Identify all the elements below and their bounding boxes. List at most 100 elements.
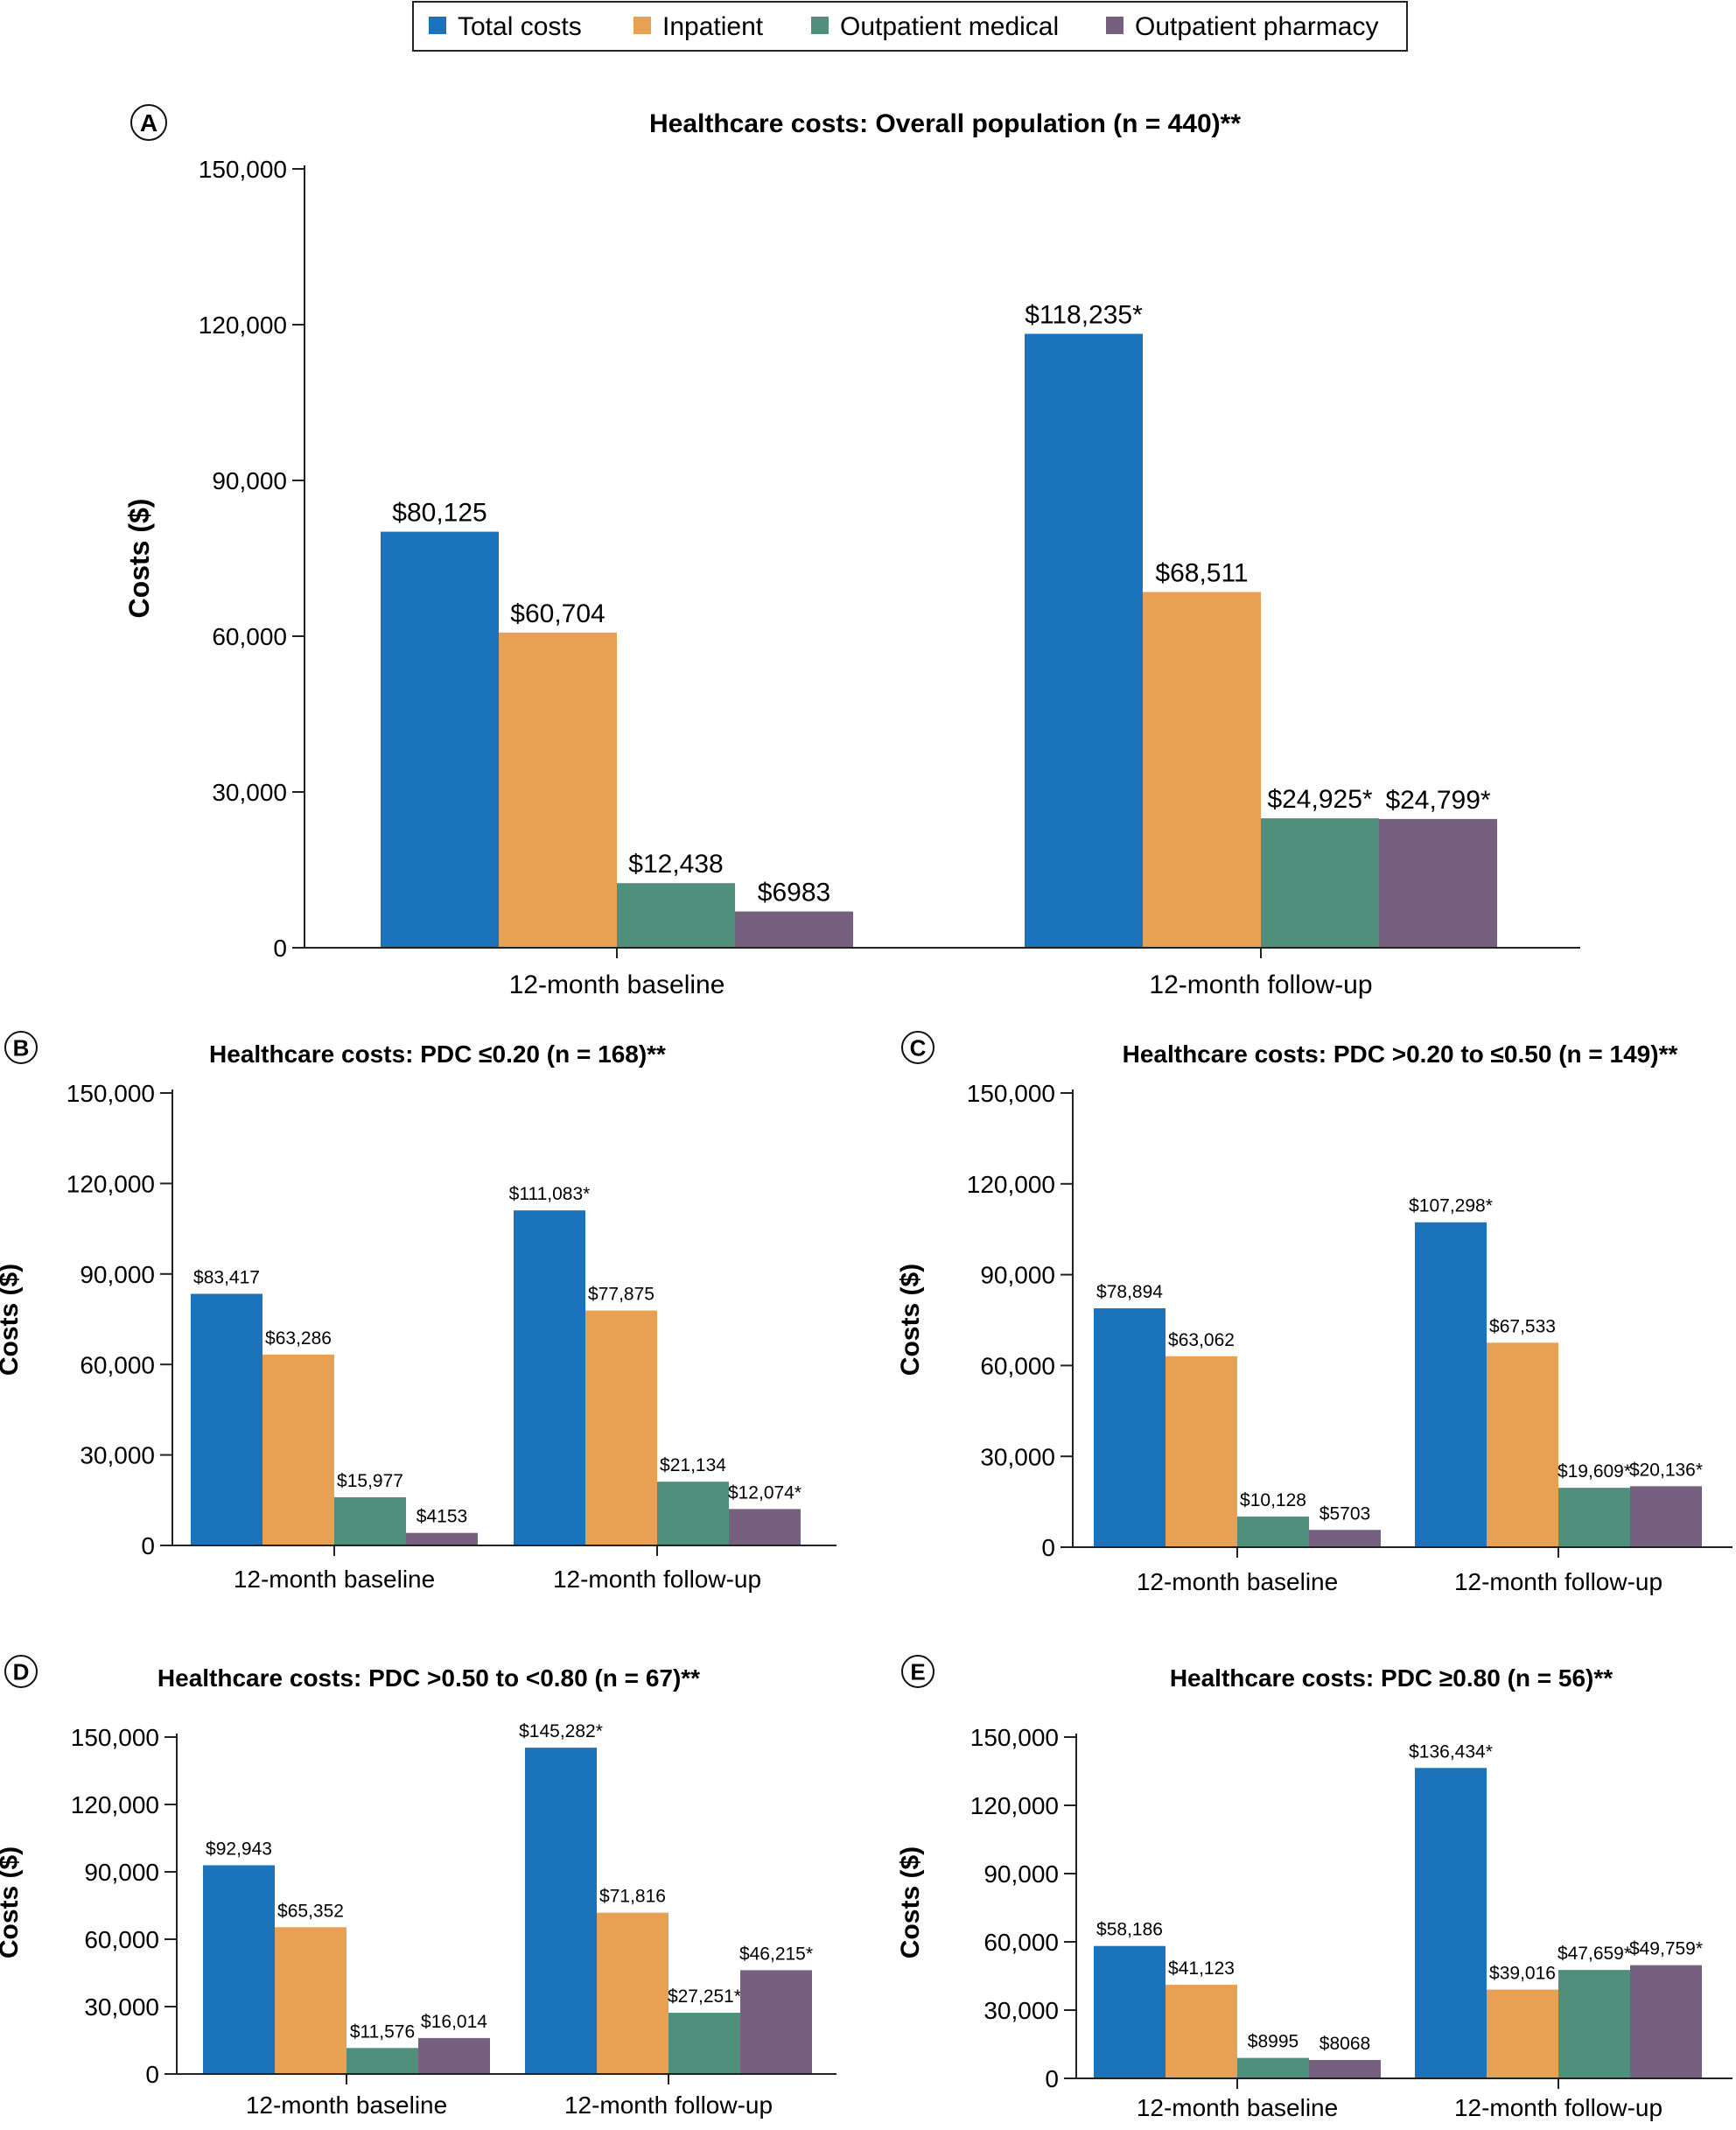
bar-outpatient-medical (1558, 1970, 1630, 2078)
data-label-inpatient: $71,816 (599, 1887, 666, 1907)
bar-inpatient (499, 632, 617, 948)
y-tick-label: 120,000 (967, 1171, 1055, 1198)
panel-b: B Healthcare costs: PDC ≤0.20 (n = 168)**… (0, 1031, 836, 1593)
x-category-label: 12-month baseline (246, 2091, 447, 2119)
data-label-inpatient: $60,704 (510, 599, 605, 628)
bar-outpatient-pharmacy (1379, 818, 1497, 948)
y-tick-label: 0 (141, 1532, 155, 1559)
x-category-label: 12-month follow-up (1454, 1568, 1662, 1595)
y-axis-label: Costs ($) (896, 1846, 925, 1958)
bar-outpatient-pharmacy (1630, 1486, 1702, 1547)
y-tick-label: 90,000 (84, 1859, 159, 1886)
data-label-inpatient: $77,875 (588, 1285, 654, 1305)
legend-swatch-outpatient-pharmacy (1106, 17, 1124, 34)
bar-total-costs (1415, 1222, 1487, 1547)
y-tick-label: 30,000 (980, 1443, 1055, 1470)
y-tick-label: 90,000 (80, 1261, 155, 1288)
y-tick-label: 60,000 (80, 1351, 155, 1378)
bar-inpatient (597, 1912, 668, 2074)
data-label-total-costs: $58,186 (1096, 1920, 1163, 1940)
data-label-outpatient-pharmacy: $6983 (758, 879, 830, 907)
data-label-total-costs: $136,434* (1409, 1741, 1493, 1762)
y-tick-label: 150,000 (967, 1080, 1055, 1107)
data-label-outpatient-pharmacy: $16,014 (421, 2012, 487, 2032)
data-label-total-costs: $107,298* (1409, 1196, 1493, 1216)
bar-inpatient (262, 1354, 334, 1545)
y-tick-label: 60,000 (980, 1352, 1055, 1379)
bar-inpatient (1143, 592, 1261, 948)
bar-outpatient-medical (1261, 818, 1379, 948)
bar-inpatient (1166, 1985, 1237, 2078)
bar-outpatient-pharmacy (1630, 1965, 1702, 2078)
chart-title: Healthcare costs: PDC >0.50 to <0.80 (n … (158, 1664, 700, 1692)
data-label-outpatient-medical: $11,576 (350, 2021, 415, 2042)
panel-a: A Healthcare costs: Overall population (n… (123, 104, 1580, 999)
data-label-inpatient: $65,352 (277, 1901, 344, 1921)
bar-total-costs (191, 1293, 262, 1545)
data-label-outpatient-medical: $12,438 (628, 850, 723, 879)
legend-label-total-costs: Total costs (458, 12, 582, 41)
panel-letter: C (910, 1034, 927, 1061)
chart-title: Healthcare costs: PDC >0.20 to ≤0.50 (n … (1123, 1040, 1678, 1068)
y-tick-label: 120,000 (199, 312, 287, 339)
data-label-outpatient-medical: $27,251* (668, 1986, 741, 2007)
y-tick-label: 150,000 (66, 1080, 155, 1107)
bar-outpatient-pharmacy (1309, 1530, 1381, 1547)
y-tick-label: 150,000 (199, 156, 287, 183)
data-label-total-costs: $145,282* (519, 1721, 603, 1741)
bar-outpatient-medical (617, 883, 735, 948)
bar-inpatient (275, 1927, 346, 2074)
bar-outpatient-medical (657, 1482, 729, 1545)
data-label-outpatient-medical: $24,925* (1267, 785, 1372, 814)
y-tick-label: 90,000 (212, 467, 287, 494)
x-category-label: 12-month follow-up (564, 2091, 773, 2119)
data-label-outpatient-pharmacy: $20,136* (1629, 1460, 1703, 1480)
bar-inpatient (1487, 1989, 1558, 2078)
data-label-outpatient-pharmacy: $12,074* (728, 1482, 802, 1503)
data-label-inpatient: $68,511 (1155, 559, 1248, 588)
y-tick-label: 150,000 (71, 1724, 159, 1751)
panel-d: D Healthcare costs: PDC >0.50 to <0.80 (n… (0, 1655, 836, 2119)
panel-letter-circle (130, 104, 167, 141)
chart-title: Healthcare costs: Overall population (n … (649, 109, 1241, 138)
y-tick-label: 0 (145, 2061, 159, 2088)
panel-letter-circle (4, 1031, 38, 1064)
data-label-outpatient-pharmacy: $24,799* (1385, 786, 1490, 815)
data-label-outpatient-medical: $47,659* (1558, 1944, 1631, 1964)
data-label-outpatient-pharmacy: $46,215* (739, 1944, 813, 1964)
panel-letter-circle (901, 1655, 934, 1688)
bar-outpatient-medical (668, 2013, 740, 2074)
panel-letter: D (13, 1658, 30, 1685)
x-category-label: 12-month baseline (1137, 2094, 1338, 2121)
bar-outpatient-pharmacy (735, 911, 853, 948)
y-tick-label: 120,000 (71, 1791, 159, 1818)
y-tick-label: 0 (273, 935, 287, 962)
x-category-label: 12-month baseline (509, 970, 725, 999)
data-label-outpatient-pharmacy: $4153 (416, 1507, 467, 1527)
bar-total-costs (514, 1210, 585, 1545)
y-tick-label: 30,000 (80, 1442, 155, 1469)
y-tick-label: 30,000 (212, 779, 287, 806)
bar-total-costs (1094, 1945, 1166, 2078)
data-label-total-costs: $118,235* (1025, 300, 1143, 329)
y-tick-label: 150,000 (970, 1724, 1059, 1751)
bar-inpatient (1487, 1342, 1558, 1547)
legend-label-outpatient-medical: Outpatient medical (840, 12, 1059, 41)
y-tick-label: 120,000 (970, 1792, 1059, 1819)
bar-inpatient (585, 1310, 657, 1545)
bar-total-costs (1094, 1308, 1166, 1547)
panel-letter: A (140, 109, 158, 137)
legend-swatch-inpatient (634, 17, 651, 34)
y-axis-label: Costs ($) (0, 1264, 24, 1376)
panel-e: E Healthcare costs: PDC ≥0.80 (n = 56)** C… (896, 1655, 1732, 2121)
y-tick-label: 60,000 (984, 1929, 1059, 1956)
x-category-label: 12-month follow-up (1149, 970, 1372, 999)
data-label-outpatient-medical: $21,134 (660, 1455, 726, 1475)
data-label-inpatient: $39,016 (1489, 1964, 1556, 1984)
x-category-label: 12-month baseline (1137, 1568, 1338, 1595)
panel-letter: E (910, 1658, 925, 1685)
data-label-outpatient-medical: $19,609* (1558, 1461, 1631, 1482)
bar-outpatient-pharmacy (406, 1532, 478, 1545)
y-tick-label: 0 (1045, 2065, 1059, 2092)
